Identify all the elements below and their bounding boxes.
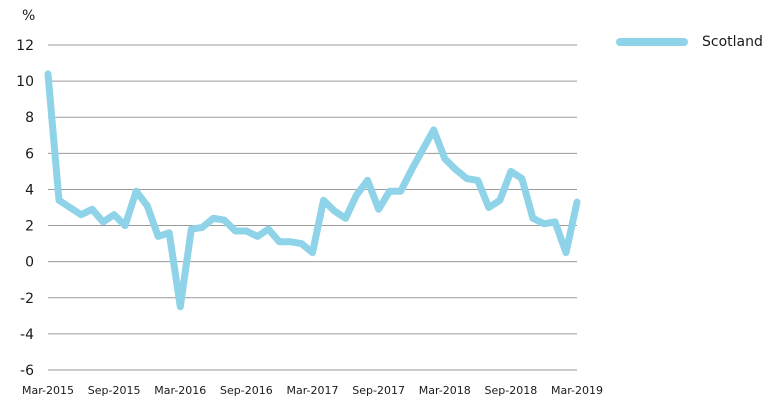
x-tick-label: Sep-2016 <box>220 384 273 397</box>
y-tick-label: -6 <box>20 363 34 379</box>
y-tick-label: 10 <box>16 74 34 90</box>
y-tick-label: 0 <box>25 255 34 271</box>
y-tick-label: 6 <box>25 146 34 162</box>
x-tick-label: Sep-2015 <box>88 384 141 397</box>
y-tick-label: 8 <box>25 110 34 126</box>
legend-swatch-scotland <box>616 38 688 46</box>
y-tick-label: -4 <box>20 327 34 343</box>
legend: Scotland <box>616 34 763 50</box>
x-tick-label: Mar-2019 <box>551 384 603 397</box>
y-axis-ticks: 12 10 8 6 4 2 0 -2 -4 -6 <box>16 38 34 379</box>
legend-label-scotland: Scotland <box>702 34 763 50</box>
x-tick-label: Mar-2016 <box>154 384 206 397</box>
x-axis-ticks: Mar-2015 Sep-2015 Mar-2016 Sep-2016 Mar-2017… <box>22 384 603 397</box>
y-tick-label: 4 <box>25 182 34 198</box>
gridlines <box>48 44 577 371</box>
x-tick-label: Sep-2018 <box>485 384 538 397</box>
y-axis-unit-label: % <box>22 8 35 24</box>
x-tick-label: Mar-2017 <box>286 384 338 397</box>
x-tick-label: Mar-2015 <box>22 384 74 397</box>
series-line-scotland <box>44 70 581 311</box>
y-tick-label: -2 <box>20 291 34 307</box>
y-tick-label: 2 <box>25 219 34 235</box>
y-tick-label: 12 <box>16 38 34 54</box>
x-tick-label: Mar-2018 <box>419 384 471 397</box>
x-tick-label: Sep-2017 <box>352 384 405 397</box>
series-lines <box>44 70 581 311</box>
